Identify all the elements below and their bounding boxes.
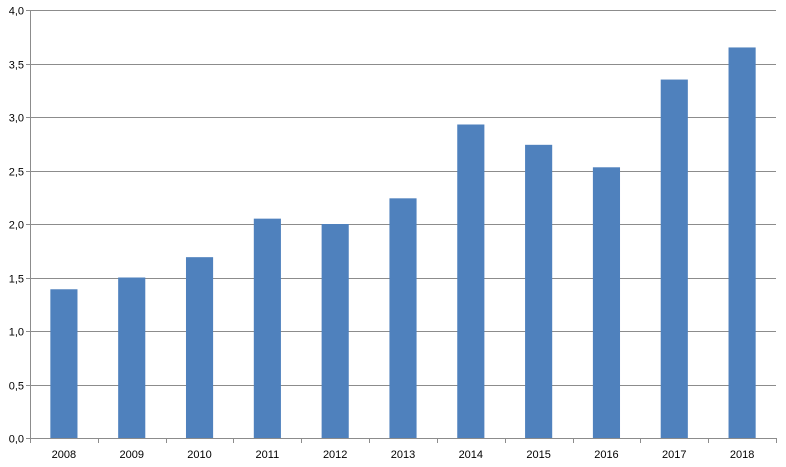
y-tick-label: 1,5 (9, 274, 24, 286)
bar-2011 (253, 218, 281, 438)
y-tick-label: 0,5 (9, 381, 24, 393)
bar-2018 (728, 47, 756, 438)
x-tick-label-2013: 2013 (391, 449, 415, 461)
bar-2013 (389, 198, 417, 438)
y-tick-label: 2,0 (9, 220, 24, 232)
x-tick-label-2008: 2008 (52, 449, 76, 461)
bar-2008 (50, 289, 78, 438)
x-tick-label-2016: 2016 (594, 449, 618, 461)
bar-2012 (321, 224, 349, 438)
bar-2009 (118, 277, 146, 438)
x-tick-label-2018: 2018 (730, 449, 754, 461)
x-tick-labels: 2008 2009 2010 2011 2012 2013 2014 2015 2016 2017… (52, 449, 755, 461)
x-tick-label-2014: 2014 (459, 449, 483, 461)
y-tick-label: 3,5 (9, 60, 24, 72)
x-tick-label-2009: 2009 (119, 449, 143, 461)
x-tick-label-2011: 2011 (256, 449, 280, 461)
x-tick-label-2015: 2015 (526, 449, 550, 461)
y-tick-label: 2,5 (9, 167, 24, 179)
y-tick-label: 1,0 (9, 327, 24, 339)
bar-2010 (185, 257, 214, 438)
y-tick-labels: 0,0 0,5 1,0 1,5 2,0 2,5 3,0 3,5 4,0 (9, 6, 24, 446)
bar-2017 (660, 79, 688, 439)
x-tick-label-2010: 2010 (187, 449, 211, 461)
axes (26, 10, 777, 443)
x-tick-label-2012: 2012 (323, 449, 347, 461)
bar-2016 (592, 167, 621, 439)
bar-2015 (525, 144, 553, 438)
x-tick-label-2017: 2017 (662, 449, 686, 461)
y-tick-label: 3,0 (9, 113, 24, 125)
y-tick-label: 4,0 (9, 6, 24, 18)
y-tick-label: 0,0 (9, 434, 24, 446)
bars (50, 47, 756, 439)
bar-2014 (457, 124, 485, 439)
